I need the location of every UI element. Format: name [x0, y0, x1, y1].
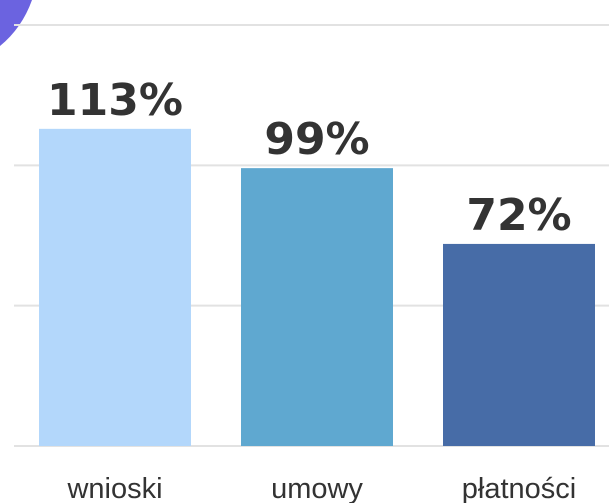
category-label: wnioski — [66, 473, 162, 503]
bar — [39, 128, 191, 446]
value-label: 99% — [264, 114, 369, 165]
value-label: 72% — [466, 190, 571, 241]
bar — [443, 243, 595, 446]
bar — [241, 168, 393, 446]
category-label: umowy — [271, 473, 363, 503]
value-label: 113% — [47, 75, 183, 126]
category-label: płatności — [462, 473, 576, 503]
decoration — [0, 0, 32, 46]
